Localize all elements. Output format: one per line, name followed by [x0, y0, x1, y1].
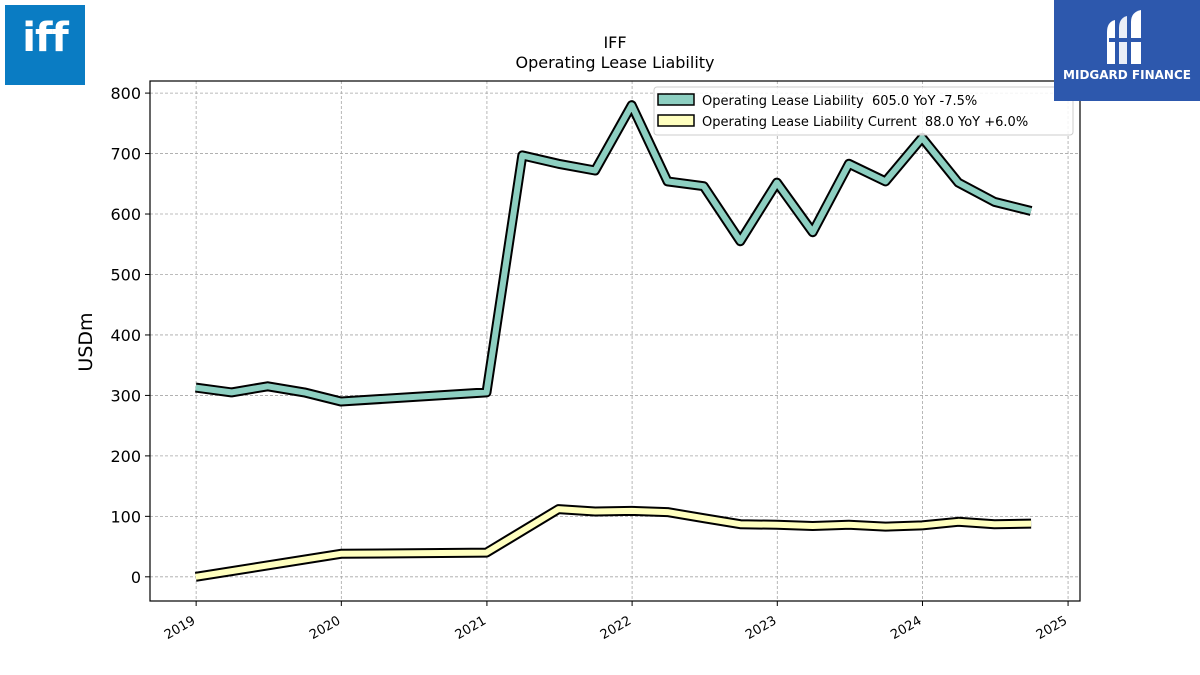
legend-box	[653, 86, 1074, 136]
y-axis-label: USDm	[75, 312, 97, 371]
midgard-logo-mark-icon	[1107, 10, 1143, 64]
plot-frame	[149, 80, 1081, 602]
y-tick-label: 0	[131, 568, 141, 587]
iff-logo-text: iff	[22, 15, 69, 61]
iff-logo: iff	[5, 5, 85, 85]
series-2-line	[195, 506, 1032, 580]
series-lines	[194, 100, 1033, 582]
series-1-line	[195, 102, 1032, 405]
legend-swatch-series-1	[657, 93, 695, 106]
chart-title: IFF	[603, 33, 626, 52]
grid-lines	[150, 81, 1080, 601]
x-tick-label: 2023	[743, 613, 779, 643]
y-tick-label: 400	[110, 326, 141, 345]
y-tick-label: 800	[110, 84, 141, 103]
legend-label-series-2: Operating Lease Liability Current 88.0 Y…	[702, 115, 1028, 130]
x-tick-label: 2020	[307, 613, 343, 643]
y-tick-label: 700	[110, 145, 141, 164]
y-tick-label: 200	[110, 447, 141, 466]
y-tick-label: 300	[110, 386, 141, 405]
series-1-outline	[195, 100, 1033, 407]
x-tick-label: 2025	[1034, 613, 1070, 643]
legend-swatch-series-2	[657, 114, 695, 127]
legend: Operating Lease Liability 605.0 YoY -7.5…	[653, 86, 1074, 136]
y-tick-label: 500	[110, 265, 141, 284]
series-2-outline	[194, 504, 1032, 582]
x-tick-label: 2021	[453, 613, 489, 643]
y-tick-label: 600	[110, 205, 141, 224]
midgard-logo-text: MIDGARD FINANCE	[1063, 68, 1191, 82]
x-tick-label: 2022	[598, 613, 634, 643]
legend-label-series-1: Operating Lease Liability 605.0 YoY -7.5…	[702, 94, 977, 109]
chart-subtitle: Operating Lease Liability	[515, 53, 714, 72]
x-tick-label: 2024	[888, 613, 924, 643]
midgard-finance-logo: MIDGARD FINANCE	[1054, 0, 1200, 101]
y-tick-label: 100	[110, 507, 141, 526]
x-tick-label: 2019	[162, 613, 198, 643]
